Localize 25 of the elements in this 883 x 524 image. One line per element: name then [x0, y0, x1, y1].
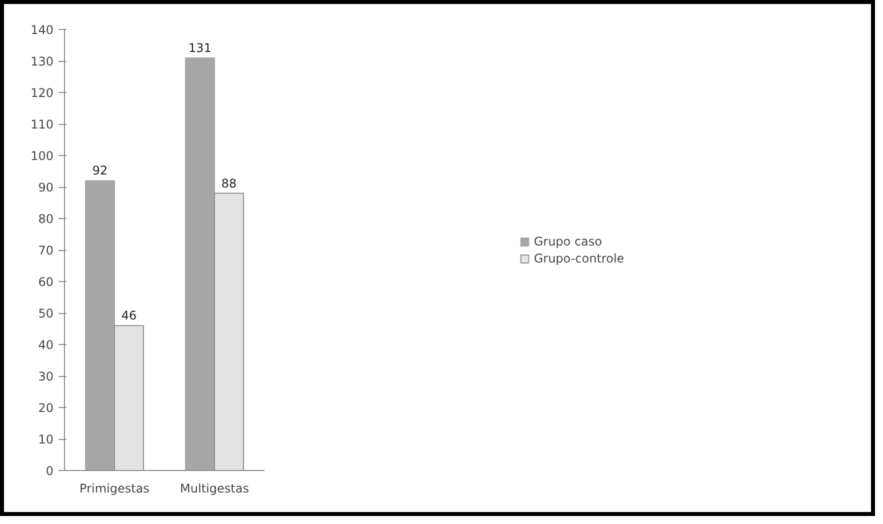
y-tick-label: 110	[30, 118, 54, 132]
y-tick-label: 30	[38, 370, 54, 384]
y-tick-label: 40	[38, 338, 54, 352]
y-tick-label: 80	[38, 212, 54, 226]
bar	[185, 57, 215, 470]
data-label: 131	[188, 40, 212, 55]
y-tick-label: 120	[30, 86, 54, 100]
x-tick-label: Primigestas	[80, 482, 150, 496]
legend-label: Grupo caso	[534, 234, 602, 248]
y-tick-label: 20	[38, 401, 54, 415]
legend-label: Grupo-controle	[534, 251, 624, 265]
y-tick-label: 100	[30, 149, 54, 163]
y-tick-label: 140	[30, 23, 54, 37]
bar	[85, 180, 115, 470]
y-tick-label: 50	[38, 306, 54, 320]
data-label: 46	[121, 308, 137, 323]
y-tick-label: 60	[38, 275, 54, 289]
y-tick-label: 70	[38, 244, 54, 258]
data-label: 88	[221, 176, 237, 190]
y-tick-label: 10	[38, 432, 54, 446]
data-label: 92	[92, 164, 108, 178]
y-tick-label: 0	[46, 464, 54, 478]
y-tick-label: 130	[30, 54, 54, 68]
x-tick-label: Multigestas	[180, 482, 249, 496]
y-tick-label: 90	[38, 180, 54, 194]
